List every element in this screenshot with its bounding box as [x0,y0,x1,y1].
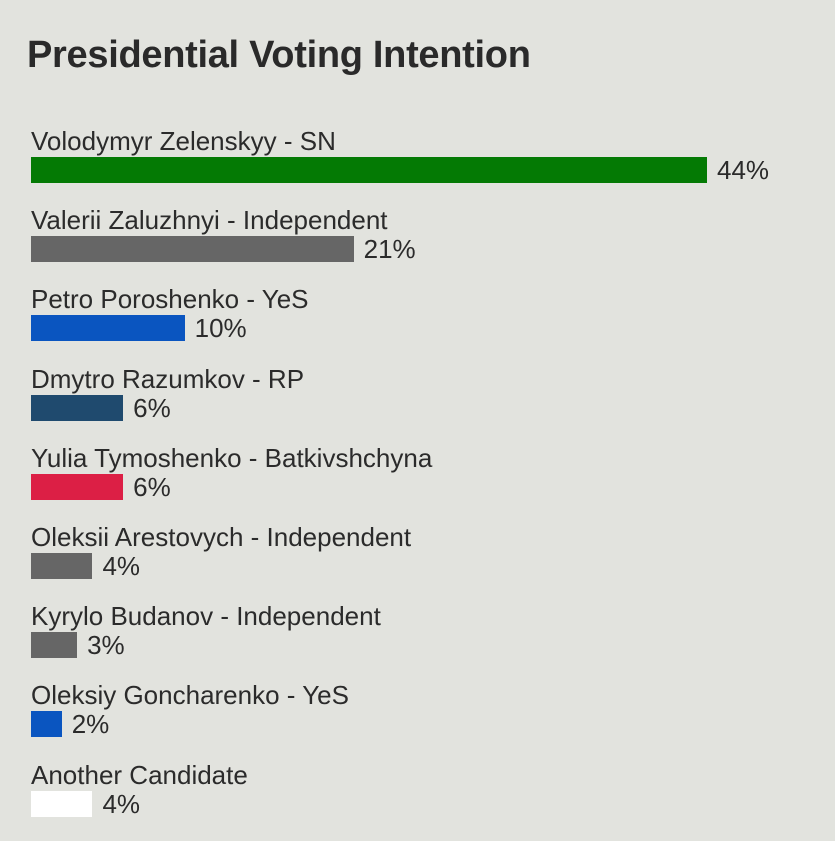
category-label: Valerii Zaluzhnyi - Independent [31,205,388,236]
data-label: 44% [717,155,770,185]
bar-row: Dmytro Razumkov - RP 6% [31,364,831,444]
bar-row: Volodymyr Zelenskyy - SN 44% [31,126,831,206]
bar-row: Another Candidate 4% [31,760,831,840]
bar-row: Yulia Tymoshenko - Batkivshchyna 6% [31,443,831,523]
bar-row: Valerii Zaluzhnyi - Independent 21% [31,205,831,285]
data-label: 2% [71,709,110,740]
category-label: Petro Poroshenko - YeS [31,284,309,315]
category-label: Dmytro Razumkov - RP [31,363,305,394]
data-label: 3% [87,630,125,661]
category-label: Volodymyr Zelenskyy - SN [31,126,336,156]
bar [31,553,93,579]
bar-row: Petro Poroshenko - YeS 10% [31,284,831,364]
category-label: Oleksii Arestovych - Independent [31,522,412,552]
bar [31,315,185,342]
bar [31,236,354,263]
category-label: Oleksiy Goncharenko - YeS [31,680,349,711]
bar [31,711,62,738]
bar [31,790,93,817]
data-label: 6% [133,471,171,502]
bar-row: Kyrylo Budanov - Independent 3% [31,601,831,681]
chart-title: Presidential Voting Intention [27,34,531,76]
data-label: 10% [194,313,247,344]
data-label: 4% [102,788,141,819]
data-label: 6% [133,392,171,423]
category-label: Yulia Tymoshenko - Batkivshchyna [31,442,433,473]
bar [31,394,124,421]
category-label: Kyrylo Budanov - Independent [31,601,381,632]
bar-row: Oleksiy Goncharenko - YeS 2% [31,680,831,760]
bar-row: Oleksii Arestovych - Independent 4% [31,522,831,602]
bar [31,632,78,659]
category-label: Another Candidate [31,759,248,790]
bar [31,473,124,500]
data-label: 4% [102,551,141,581]
data-label: 21% [363,234,416,265]
bar [31,157,707,183]
